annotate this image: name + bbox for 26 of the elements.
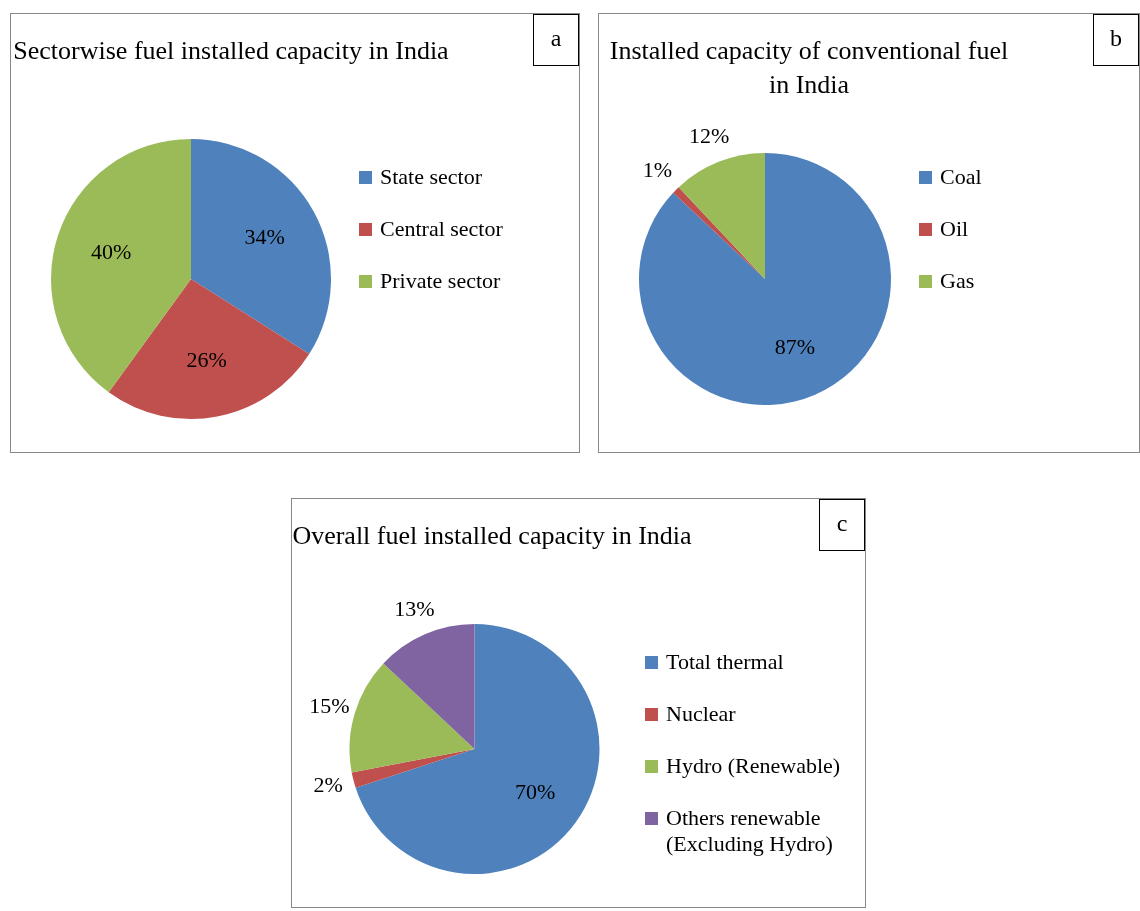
chart-title: Installed capacity of conventional fuel in India [608, 35, 1010, 101]
data-label: 2% [313, 772, 343, 798]
chart-title: Overall fuel installed capacity in India [292, 520, 692, 552]
legend-label: Oil [940, 216, 969, 242]
data-label: 26% [186, 347, 227, 373]
data-label: 15% [309, 692, 350, 718]
data-label: 87% [774, 334, 816, 360]
data-label: 12% [688, 123, 730, 149]
data-label: 70% [515, 778, 556, 804]
legend-label: Central sector [380, 216, 503, 242]
data-label: 34% [244, 224, 285, 250]
legend-label: Coal [940, 164, 982, 190]
legend-label: Hydro (Renewable) [666, 753, 841, 779]
data-label: 13% [394, 596, 435, 622]
text: b [1093, 14, 1139, 66]
chart-title: Sectorwise fuel installed capacity in India [12, 35, 450, 67]
data-label: 40% [90, 238, 132, 264]
legend-label: Total thermal [666, 649, 784, 675]
legend-label: Gas [940, 268, 975, 294]
text: c [819, 499, 865, 551]
text: a [533, 14, 579, 66]
data-label: 1% [642, 157, 673, 183]
legend-label: Others renewable (Excluding Hydro) [666, 805, 834, 857]
legend-label: Nuclear [666, 701, 736, 727]
legend-label: Private sector [380, 268, 501, 294]
legend-label: State sector [380, 164, 483, 190]
